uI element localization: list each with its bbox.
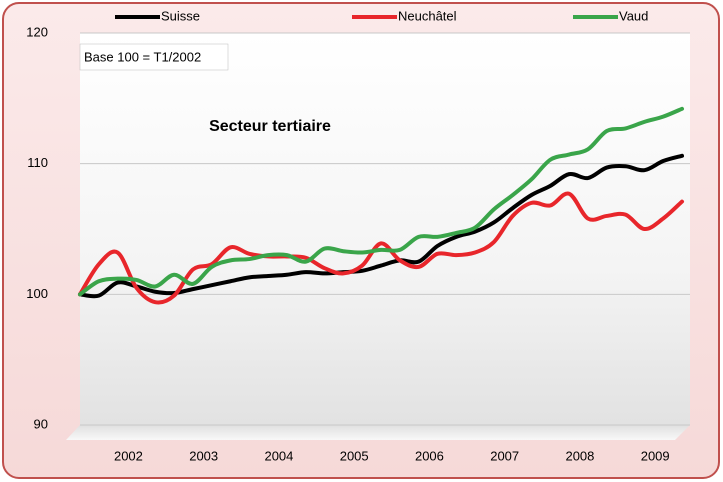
x-tick-label: 2008 xyxy=(565,448,594,463)
series-line xyxy=(78,191,684,305)
y-tick-label: 120 xyxy=(26,24,48,39)
legend-label: Neuchâtel xyxy=(398,8,457,23)
series-line xyxy=(78,106,684,297)
legend-label: Suisse xyxy=(161,8,200,23)
x-tick-label: 2006 xyxy=(415,448,444,463)
x-tick-label: 2004 xyxy=(264,448,293,463)
plot-floor xyxy=(66,425,690,440)
y-tick-label: 100 xyxy=(26,286,48,301)
series-line xyxy=(78,153,684,299)
x-tick-label: 2002 xyxy=(114,448,143,463)
x-tick-label: 2007 xyxy=(490,448,519,463)
annotation: Base 100 = T1/2002 xyxy=(84,49,201,64)
y-tick-label: 90 xyxy=(34,416,48,431)
chart-title: Secteur tertiaire xyxy=(209,118,331,135)
annotation-box xyxy=(79,43,229,71)
plot-area xyxy=(80,33,690,425)
x-tick-label: 2009 xyxy=(641,448,670,463)
legend-label: Vaud xyxy=(619,8,648,23)
x-tick-label: 2003 xyxy=(189,448,218,463)
y-tick-label: 110 xyxy=(27,155,48,170)
x-tick-label: 2005 xyxy=(340,448,369,463)
